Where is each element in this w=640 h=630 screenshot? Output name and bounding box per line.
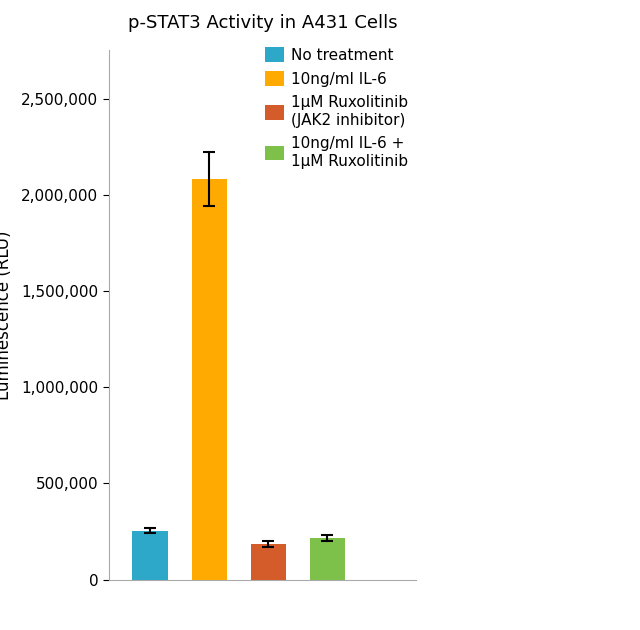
Y-axis label: Luminescence (RLU): Luminescence (RLU) — [0, 230, 13, 400]
Title: p-STAT3 Activity in A431 Cells: p-STAT3 Activity in A431 Cells — [127, 14, 397, 32]
Bar — [191, 180, 227, 580]
Bar — [251, 544, 286, 580]
Bar — [132, 530, 168, 580]
Legend: No treatment, 10ng/ml IL-6, 1μM Ruxolitinib
(JAK2 inhibitor), 10ng/ml IL-6 +
1μM: No treatment, 10ng/ml IL-6, 1μM Ruxoliti… — [265, 47, 408, 168]
Bar — [310, 538, 345, 580]
